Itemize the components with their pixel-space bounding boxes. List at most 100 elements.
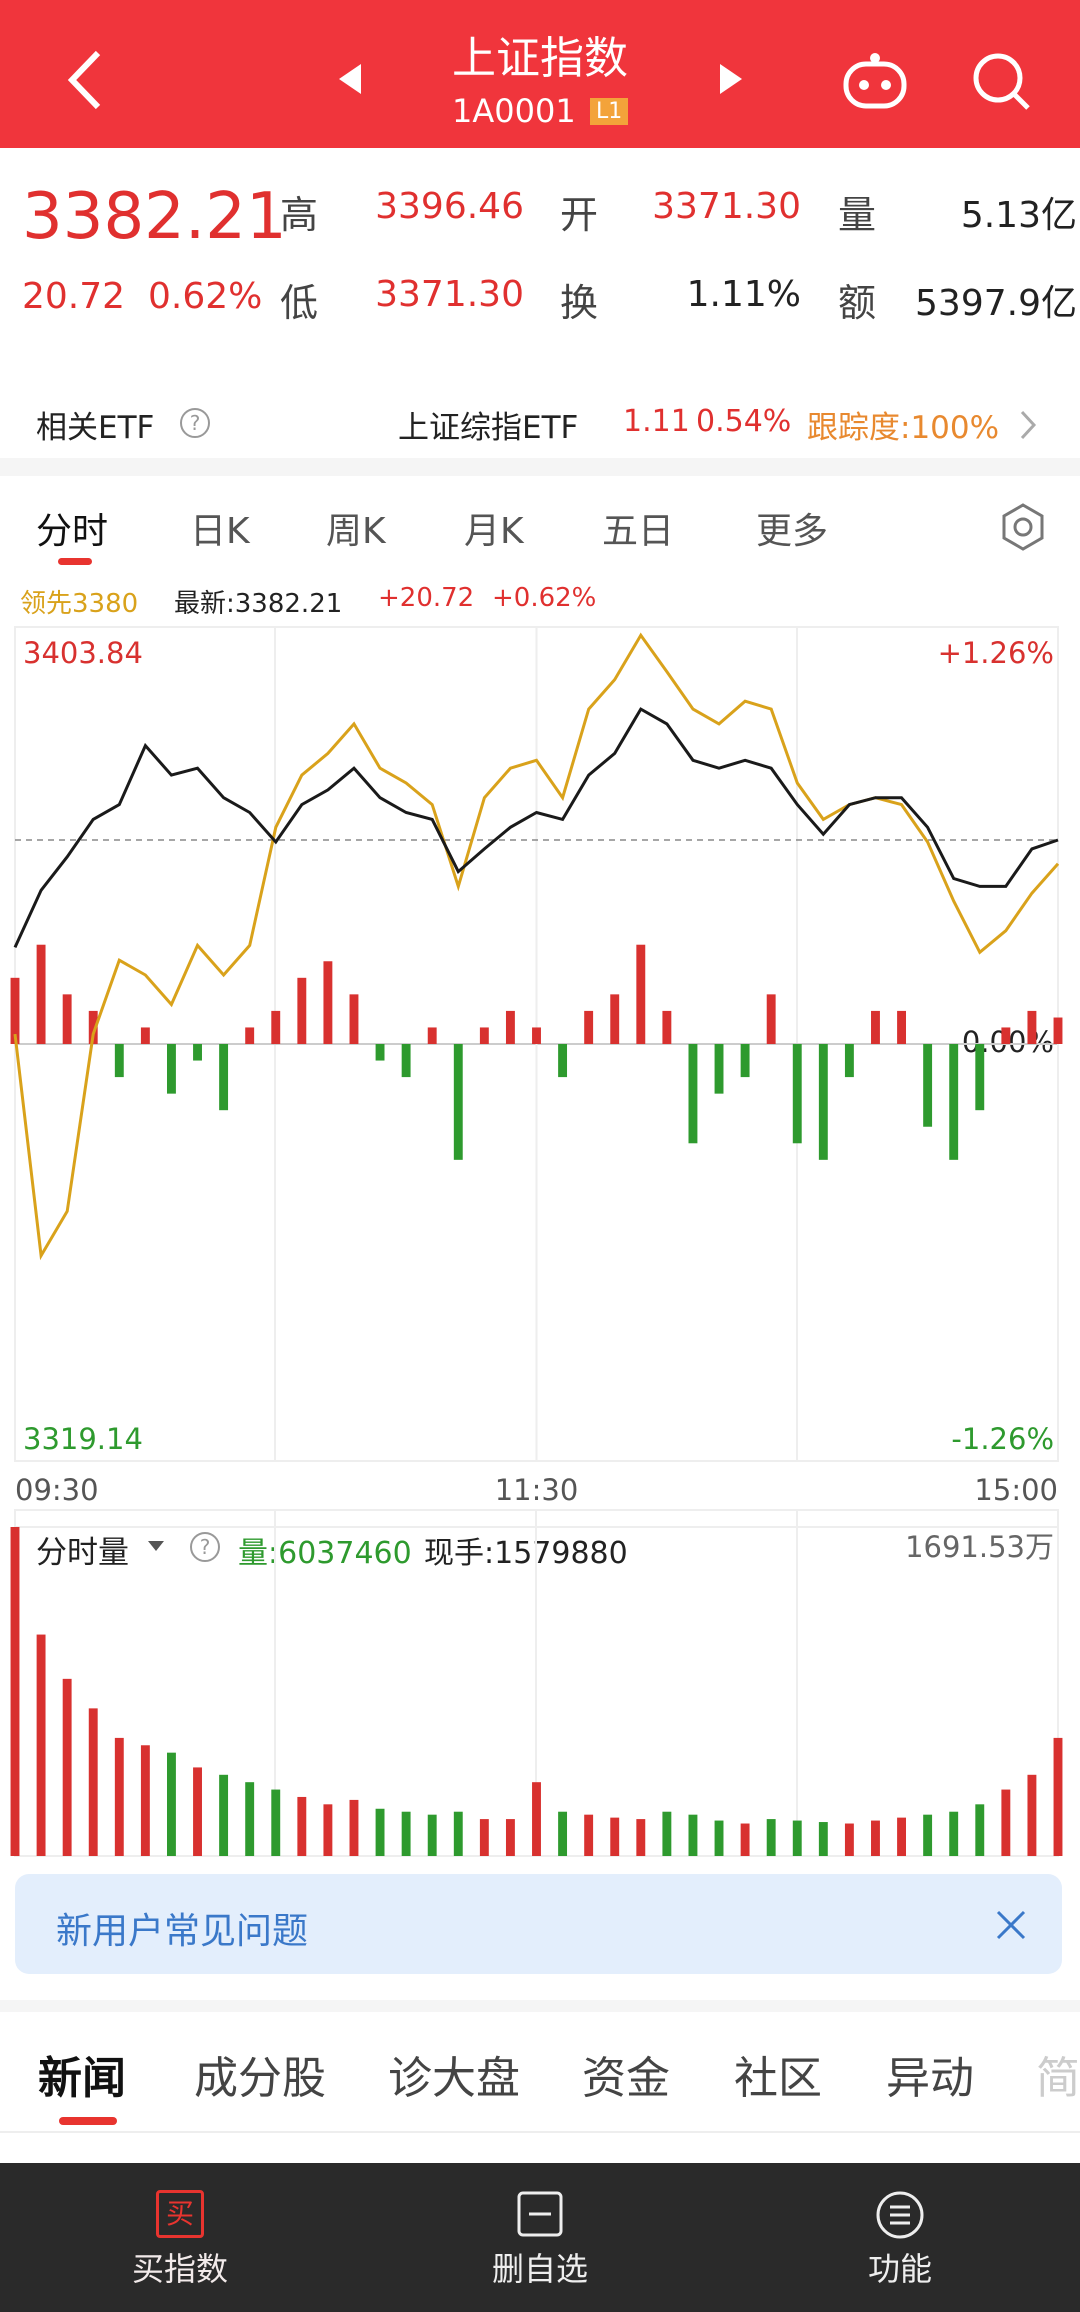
banner-close[interactable] [994,1908,1028,1942]
flow-bar [871,1010,880,1044]
etf-tracking: 跟踪度:100% [807,410,1000,446]
volume-bar [558,1811,568,1856]
news-tab[interactable]: 简 [1036,2053,1080,2104]
volume-bar [271,1789,281,1856]
legend-change-pct: +0.62% [492,583,597,613]
flow-bar [479,1027,489,1044]
intraday-chart: 3319.143403.84-1.26%0.00%+1.26%09:3011:3… [10,626,1063,1857]
watchlist-icon[interactable] [516,2190,564,2238]
help-icon[interactable]: ? [188,1530,222,1564]
flow-bar [584,1010,594,1044]
flow-bar [1053,1017,1063,1044]
period-tab[interactable]: 周K [326,511,386,552]
volume-bar [219,1774,229,1856]
flow-bar [193,1044,202,1061]
faq-banner[interactable] [15,1874,1062,1974]
robot-icon[interactable] [840,50,910,114]
volume-bar [818,1822,828,1856]
flow-bar [166,1044,176,1094]
news-tab-indicator [59,2117,117,2125]
volume-bar [140,1745,150,1856]
news-tab[interactable]: 资金 [582,2053,670,2104]
volume-bar [245,1782,255,1856]
field-label: 额 [838,281,877,325]
volume-bar [975,1804,985,1856]
volume-bar [453,1811,463,1856]
legend-lead: 领先3380 [20,589,139,619]
field-label: 开 [560,193,599,237]
dropdown-arrow[interactable] [146,1536,166,1556]
volume-bar [532,1782,541,1856]
volume-bar [349,1799,359,1856]
volume-bar [297,1796,307,1856]
nav-label[interactable]: 功能 [867,2250,932,2288]
field-value: 1.11% [686,274,801,315]
news-tab[interactable]: 成分股 [194,2053,326,2104]
volume-bar [636,1819,646,1856]
volume-bar [844,1823,854,1856]
news-tab[interactable]: 新闻 [38,2053,126,2104]
flow-bar [662,1010,672,1044]
volume-bar [36,1634,46,1856]
prev-button[interactable] [335,62,365,96]
flow-bar [714,1044,724,1094]
etf-arrow[interactable] [1016,408,1040,442]
flow-bar [558,1044,568,1078]
field-label: 量 [838,193,877,237]
volume-bar [949,1811,959,1856]
flow-bar [427,1027,437,1044]
nav-label[interactable]: 买指数 [131,2250,228,2288]
period-tab[interactable]: 月K [464,511,524,552]
news-tab[interactable]: 异动 [886,2053,974,2104]
volume-bar [1053,1737,1063,1856]
period-tab[interactable]: 更多 [756,511,829,552]
flow-bar [375,1044,385,1061]
volume-bar [688,1814,698,1856]
next-button[interactable] [716,62,746,96]
help-icon[interactable]: ? [178,406,212,440]
period-tab[interactable]: 五日 [602,511,675,552]
volume-bar [610,1817,620,1856]
volume-bar [193,1767,202,1856]
function-icon[interactable] [875,2190,925,2240]
x-tick-label: 09:30 [15,1473,99,1507]
volume-bar [114,1737,124,1856]
separator [0,458,1080,476]
field-label: 低 [280,281,319,325]
etf-change: 0.54% [696,404,792,439]
nav-label[interactable]: 删自选 [491,2250,588,2288]
level-badge: L1 [590,98,629,125]
back-button[interactable] [60,45,110,115]
index-code: 1A0001 [452,92,576,130]
volume-bar [88,1708,98,1856]
flow-bar [297,977,307,1044]
news-tab[interactable]: 社区 [734,2053,822,2104]
flow-bar [740,1044,750,1078]
period-tab[interactable]: 日K [190,511,250,552]
volume-bar [766,1819,776,1856]
flow-bar [897,1010,907,1044]
page-title: 上证指数 [452,33,628,84]
search-icon[interactable] [970,50,1034,114]
flow-bar [532,1027,541,1044]
flow-bar [844,1044,854,1078]
banner-text[interactable]: 新用户常见问题 [56,1911,309,1952]
news-tab[interactable]: 诊大盘 [388,2053,520,2104]
flow-bar [245,1027,255,1044]
buy-icon[interactable]: 买 [156,2190,204,2238]
field-value: 5397.9亿 [915,283,1077,324]
settings-icon[interactable] [998,502,1048,552]
volume-bar [714,1820,724,1856]
volume-total: 量:6037460 [238,1536,412,1571]
flow-bar [88,1010,98,1044]
flow-bar [349,994,359,1044]
y-tick-label: 3319.14 [23,1422,143,1456]
period-tab[interactable]: 分时 [36,511,109,552]
volume-title[interactable]: 分时量 [36,1535,129,1571]
flow-bar [271,1010,281,1044]
svg-text:?: ? [190,411,201,435]
flow-bar [401,1044,411,1078]
volume-bar [897,1817,907,1856]
volume-bar [375,1808,385,1856]
